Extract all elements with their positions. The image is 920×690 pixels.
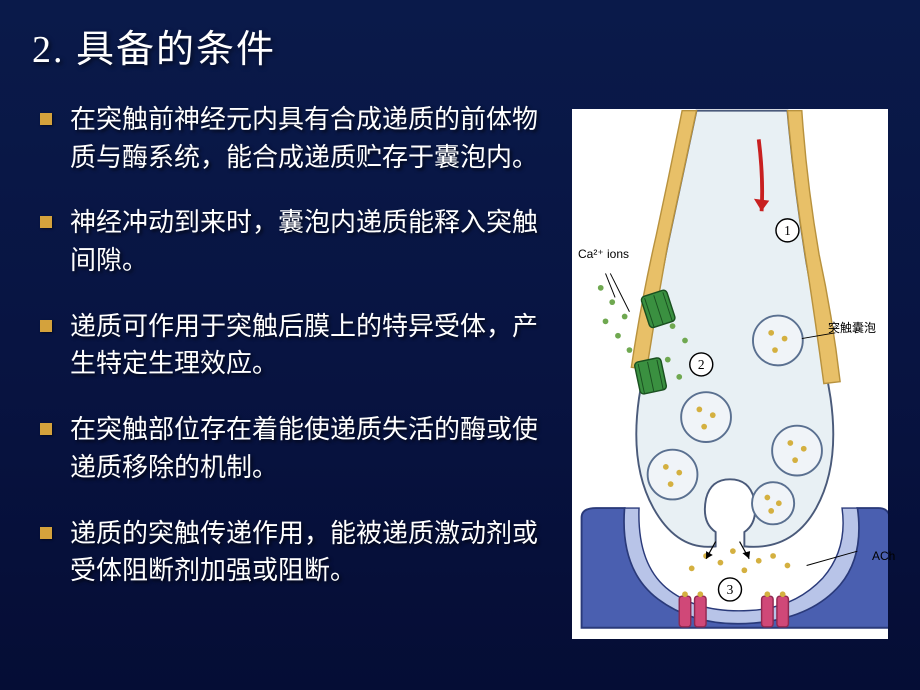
marker-text: 1 xyxy=(784,223,791,238)
bullet-item: 神经冲动到来时，囊泡内递质能释入突触间隙。 xyxy=(32,204,552,279)
synapse-svg: 1 2 3 xyxy=(572,109,888,639)
bullet-item: 在突触部位存在着能使递质失活的酶或使递质移除的机制。 xyxy=(32,411,552,486)
marker-text: 3 xyxy=(727,582,734,597)
cleft-neurotransmitter xyxy=(689,548,791,573)
ca-label-line xyxy=(606,273,616,297)
slide-title: 2. 具备的条件 xyxy=(32,18,888,73)
ach-label: ACh xyxy=(872,549,895,563)
bullet-item: 递质可作用于突触后膜上的特异受体，产生特定生理效应。 xyxy=(32,308,552,383)
bullet-item: 递质的突触传递作用，能被递质激动剂或受体阻断剂加强或阻断。 xyxy=(32,515,552,590)
ca-ions-label: Ca²⁺ ions xyxy=(578,247,629,261)
ca-channel xyxy=(634,357,667,394)
bullet-item: 在突触前神经元内具有合成递质的前体物质与酶系统，能合成递质贮存于囊泡内。 xyxy=(32,101,552,176)
vesicle-label: 突触囊泡 xyxy=(828,319,876,336)
synapse-diagram: 1 2 3 xyxy=(572,109,888,639)
content-row: 在突触前神经元内具有合成递质的前体物质与酶系统，能合成递质贮存于囊泡内。 神经冲… xyxy=(32,101,888,672)
marker-text: 2 xyxy=(698,357,705,372)
slide-container: 2. 具备的条件 在突触前神经元内具有合成递质的前体物质与酶系统，能合成递质贮存… xyxy=(0,0,920,690)
release-arrowhead xyxy=(742,551,750,559)
bullet-list: 在突触前神经元内具有合成递质的前体物质与酶系统，能合成递质贮存于囊泡内。 神经冲… xyxy=(32,101,552,672)
